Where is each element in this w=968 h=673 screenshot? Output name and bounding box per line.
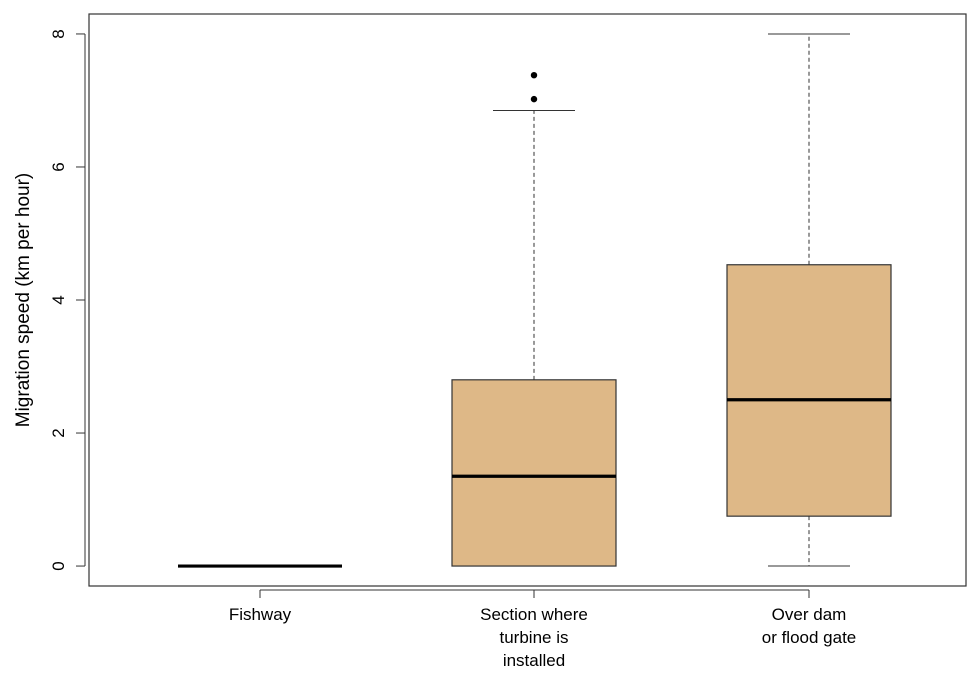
x-tick-label: Section where <box>480 605 588 624</box>
outlier-point <box>530 71 538 79</box>
box <box>726 264 892 517</box>
y-tick-label: 6 <box>49 162 68 171</box>
y-tick-label: 8 <box>49 29 68 38</box>
boxes-layer <box>178 33 892 568</box>
outlier-point <box>530 95 538 103</box>
y-axis: 0 2 4 6 8 <box>49 29 86 571</box>
y-axis-label: Migration speed (km per hour) <box>13 173 34 428</box>
y-tick-label: 2 <box>49 428 68 437</box>
x-axis: Fishway Section where turbine is installed O… <box>229 589 857 670</box>
x-tick-label: installed <box>503 651 565 668</box>
x-tick-label: turbine is <box>500 628 569 647</box>
x-tick-label: or flood gate <box>762 628 857 647</box>
y-tick-label: 0 <box>49 561 68 570</box>
box <box>451 379 617 567</box>
box-group <box>726 33 892 567</box>
y-tick-label: 4 <box>49 295 68 304</box>
x-tick-label: Over dam <box>772 605 847 624</box>
box-group <box>451 71 617 567</box>
x-tick-label: Fishway <box>229 605 292 624</box>
plot-frame <box>88 13 967 587</box>
